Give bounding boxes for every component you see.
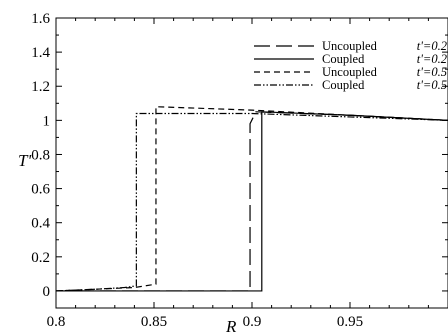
- x-axis-title: R: [225, 317, 237, 333]
- axis-tick-labels: 0.8 0.85 0.9 0.95 0 0.2 0.4 0.6 0.8 1 1.2 1.4 1.6: [31, 11, 363, 330]
- y-tick-label: 0: [43, 284, 51, 300]
- series-line-2: [56, 111, 448, 292]
- x-tick-label: 0.95: [337, 314, 363, 330]
- y-tick-label: 0.2: [31, 250, 50, 266]
- x-tick-label: 0.85: [141, 314, 167, 330]
- legend-label-3: Uncoupled: [322, 65, 378, 79]
- axis-ticks: [55, 17, 448, 309]
- y-tick-label: 1.2: [31, 79, 50, 95]
- x-tick-label: 0.8: [47, 314, 66, 330]
- x-tick-label: 0.9: [243, 314, 262, 330]
- legend-param-3: t'=0.5: [417, 65, 447, 79]
- legend-label-4: Coupled: [322, 78, 365, 92]
- series-layer: [56, 106, 448, 292]
- y-tick-label: 0.6: [31, 182, 50, 198]
- legend-param-4: t'=0.5: [417, 78, 447, 92]
- y-tick-label: 1: [43, 113, 51, 129]
- legend: Uncoupled t'=0.2 Coupled t'=0.2 Uncoupled t'=…: [254, 39, 447, 92]
- plot-frame: [55, 17, 448, 309]
- y-tick-label: 1.6: [31, 11, 50, 27]
- legend-param-1: t'=0.2: [417, 39, 447, 53]
- series-line-1: [56, 111, 448, 292]
- y-tick-label: 0.4: [31, 216, 50, 232]
- legend-label-1: Uncoupled: [322, 39, 378, 53]
- series-line-4: [56, 112, 448, 292]
- legend-label-2: Coupled: [322, 52, 365, 66]
- legend-param-2: t'=0.2: [417, 52, 447, 66]
- y-tick-label: 0.8: [31, 147, 50, 163]
- y-axis-title: T': [18, 151, 31, 170]
- y-tick-label: 1.4: [31, 45, 50, 61]
- series-line-3: [56, 106, 448, 292]
